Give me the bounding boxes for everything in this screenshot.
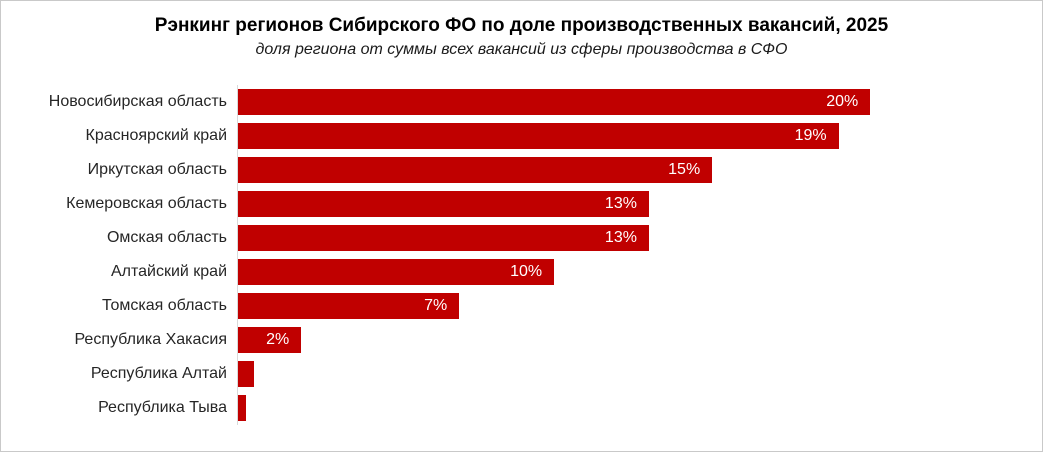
bar: 2%: [238, 327, 302, 353]
value-label: 15%: [668, 161, 701, 178]
bar-area: [237, 391, 1022, 425]
category-label: Алтайский край: [110, 263, 227, 280]
bar-area: 15%: [237, 153, 1022, 187]
value-label: 7%: [424, 297, 448, 314]
bar-chart: Новосибирская область 20% Красноярский к…: [1, 85, 1042, 425]
bar-area: 10%: [237, 255, 1022, 289]
bar: 19%: [238, 123, 839, 149]
bar: 7%: [238, 293, 460, 319]
chart-title: Рэнкинг регионов Сибирского ФО по доле п…: [154, 15, 889, 36]
bar: 13%: [238, 225, 649, 251]
chart-header: Рэнкинг регионов Сибирского ФО по доле п…: [1, 1, 1042, 60]
chart-row: Республика Алтай: [1, 357, 1042, 391]
category-label: Республика Хакасия: [74, 331, 227, 348]
category-label: Иркутская область: [87, 161, 227, 178]
category-label: Республика Алтай: [90, 365, 227, 382]
bar-area: 20%: [237, 85, 1022, 119]
category-label: Омская область: [106, 229, 227, 246]
bar-area: 19%: [237, 119, 1022, 153]
value-label: 10%: [510, 263, 543, 280]
category-label: Красноярский край: [85, 127, 227, 144]
chart-row: Иркутская область 15%: [1, 153, 1042, 187]
value-label: 13%: [604, 195, 637, 212]
chart-subtitle: доля региона от суммы всех вакансий из с…: [255, 41, 788, 58]
value-label: 13%: [604, 229, 637, 246]
bar: 20%: [238, 89, 871, 115]
category-label: Новосибирская область: [48, 93, 227, 110]
chart-row: Алтайский край 10%: [1, 255, 1042, 289]
bar-area: 13%: [237, 221, 1022, 255]
bar: [238, 361, 254, 387]
bar: [238, 395, 246, 421]
bar: 13%: [238, 191, 649, 217]
chart-row: Новосибирская область 20%: [1, 85, 1042, 119]
value-label: 19%: [794, 127, 827, 144]
category-label: Кемеровская область: [66, 195, 227, 212]
bar: 15%: [238, 157, 713, 183]
chart-row: Республика Хакасия 2%: [1, 323, 1042, 357]
bar-area: 2%: [237, 323, 1022, 357]
value-label: 2%: [266, 331, 290, 348]
chart-row: Томская область 7%: [1, 289, 1042, 323]
bar: 10%: [238, 259, 555, 285]
bar-area: [237, 357, 1022, 391]
chart-row: Красноярский край 19%: [1, 119, 1042, 153]
value-label: 20%: [826, 93, 859, 110]
category-label: Республика Тыва: [98, 399, 227, 416]
chart-row: Республика Тыва: [1, 391, 1042, 425]
chart-row: Омская область 13%: [1, 221, 1042, 255]
chart-row: Кемеровская область 13%: [1, 187, 1042, 221]
bar-area: 7%: [237, 289, 1022, 323]
bar-area: 13%: [237, 187, 1022, 221]
category-label: Томская область: [101, 297, 227, 314]
